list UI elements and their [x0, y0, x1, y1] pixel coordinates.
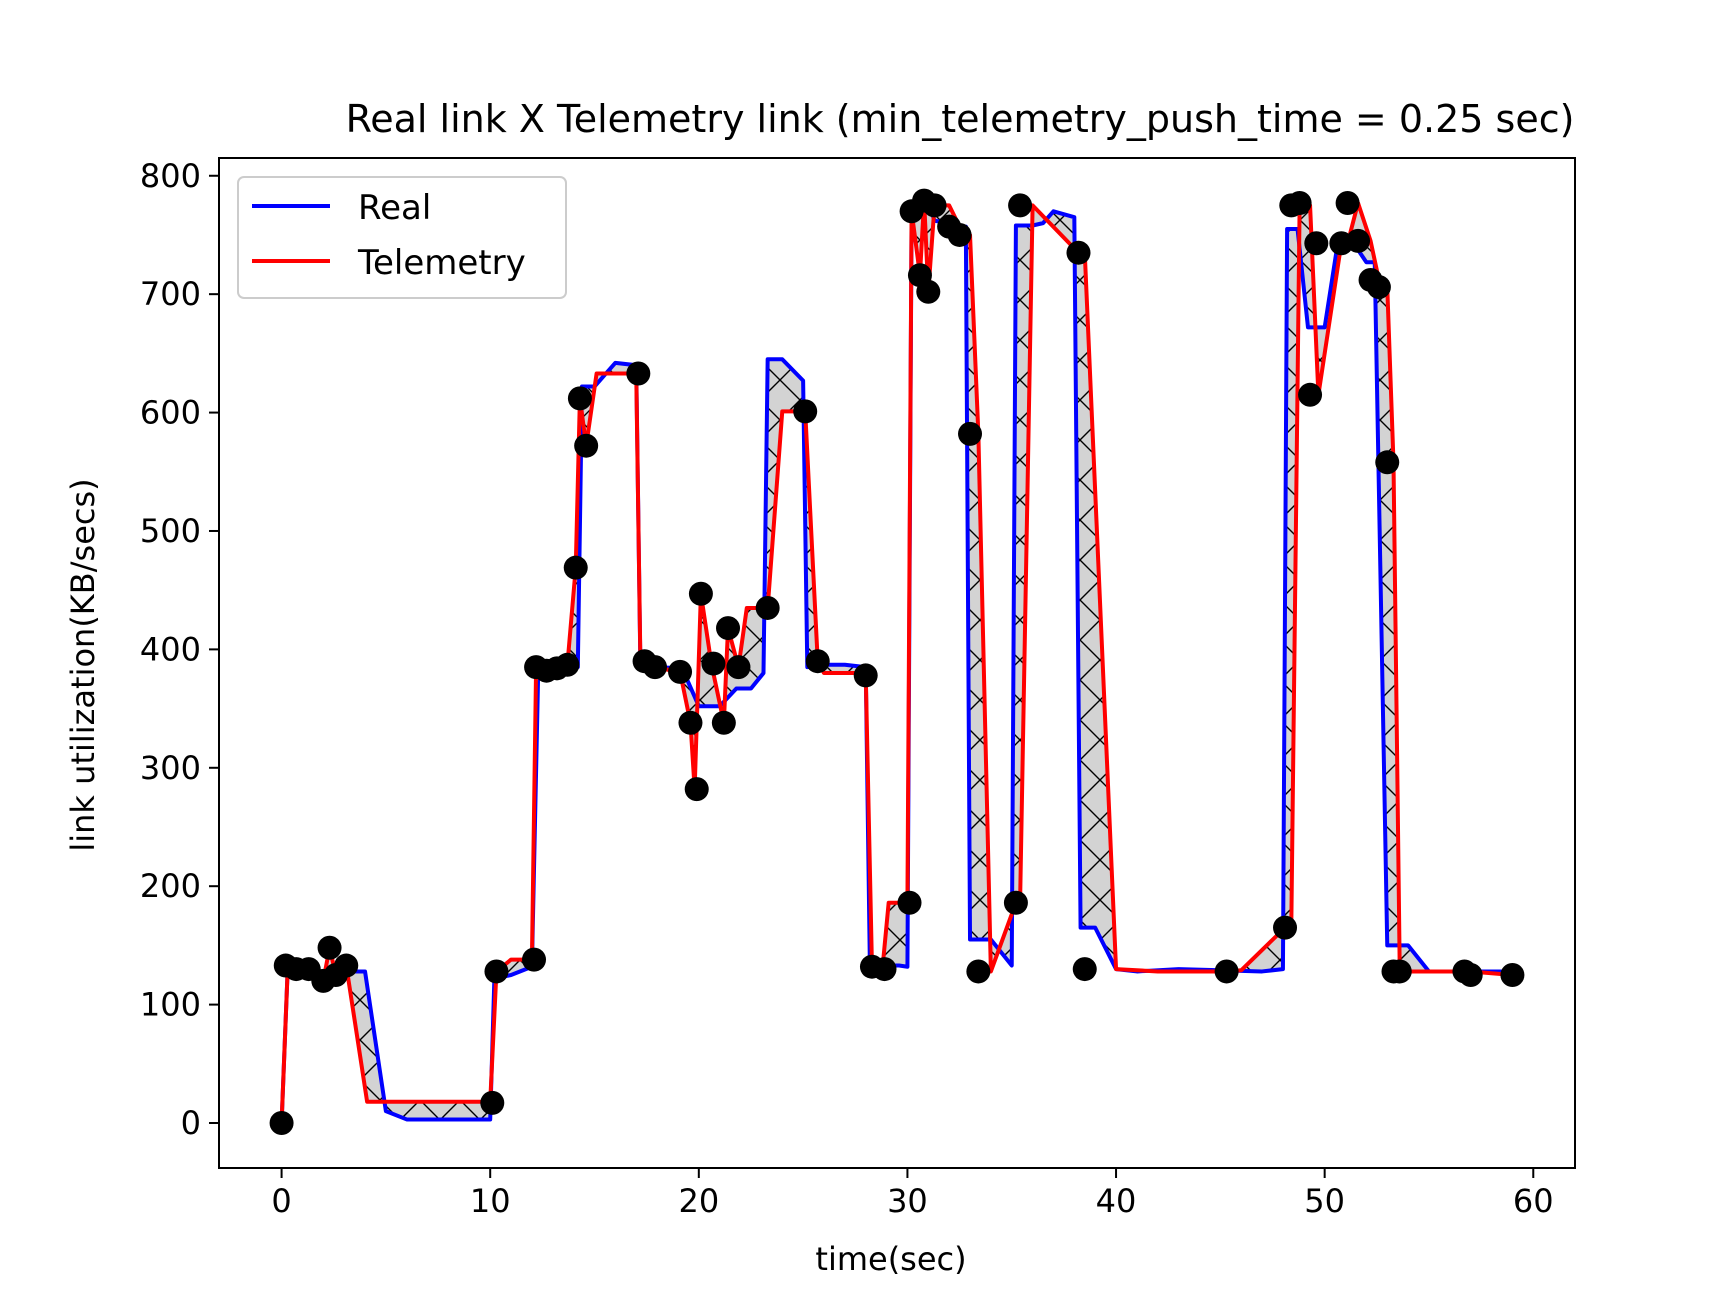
telemetry-point — [684, 777, 709, 802]
telemetry-point — [484, 959, 509, 984]
telemetry-point — [916, 279, 941, 304]
telemetry-point — [805, 649, 830, 674]
plot-frame — [218, 157, 1576, 1169]
telemetry-point — [563, 555, 588, 580]
x-tick-label: 60 — [1513, 1182, 1554, 1220]
x-tick-label: 0 — [271, 1182, 291, 1220]
telemetry-point — [1287, 190, 1312, 215]
telemetry-point — [1214, 959, 1239, 984]
x-axis: 0 10 20 30 40 50 60 — [271, 1168, 1554, 1220]
y-tick-label: 0 — [181, 1104, 201, 1142]
x-tick-label: 40 — [1096, 1182, 1137, 1220]
telemetry-point — [574, 433, 599, 458]
x-tick-label: 50 — [1304, 1182, 1345, 1220]
plot-area — [269, 188, 1525, 1136]
y-tick-label: 300 — [140, 749, 201, 787]
telemetry-point — [668, 659, 693, 684]
legend-label-telemetry: Telemetry — [357, 243, 526, 283]
telemetry-point — [555, 652, 580, 677]
telemetry-point — [1298, 382, 1323, 407]
telemetry-point — [701, 651, 726, 676]
telemetry-point — [755, 595, 780, 620]
y-tick-label: 700 — [140, 275, 201, 313]
series-line-real — [279, 200, 1513, 1124]
y-tick-label: 200 — [140, 867, 201, 905]
x-tick-label: 10 — [470, 1182, 511, 1220]
telemetry-point — [1072, 957, 1097, 982]
y-axis: 0 100 200 300 400 500 600 700 800 — [140, 157, 219, 1142]
telemetry-point — [958, 421, 983, 446]
y-tick-label: 800 — [140, 157, 201, 195]
telemetry-point — [626, 361, 651, 386]
telemetry-point — [317, 935, 342, 960]
telemetry-point — [480, 1090, 505, 1115]
telemetry-point — [1335, 190, 1360, 215]
telemetry-point — [678, 710, 703, 735]
telemetry-point — [716, 616, 741, 641]
telemetry-point — [711, 710, 736, 735]
telemetry-point — [726, 655, 751, 680]
x-tick-label: 20 — [678, 1182, 719, 1220]
telemetry-point — [643, 655, 668, 680]
y-tick-label: 400 — [140, 630, 201, 668]
telemetry-point — [567, 386, 592, 411]
series-lines — [279, 198, 1513, 1124]
telemetry-point — [966, 959, 991, 984]
telemetry-point — [1273, 915, 1298, 940]
chart-title: Real link X Telemetry link (min_telemetr… — [346, 97, 1575, 141]
y-axis-label: link utilization(KB/secs) — [64, 478, 102, 851]
telemetry-point — [947, 222, 972, 247]
y-tick-label: 100 — [140, 986, 201, 1024]
telemetry-point — [269, 1111, 294, 1136]
telemetry-point — [522, 947, 547, 972]
telemetry-point — [688, 581, 713, 606]
telemetry-point — [1346, 228, 1371, 253]
telemetry-point — [922, 193, 947, 218]
telemetry-point — [897, 890, 922, 915]
x-tick-label: 30 — [887, 1182, 928, 1220]
telemetry-point — [334, 953, 359, 978]
telemetry-point — [1066, 240, 1091, 265]
y-tick-label: 500 — [140, 512, 201, 550]
telemetry-point — [1500, 962, 1525, 987]
telemetry-point — [1387, 959, 1412, 984]
telemetry-point — [853, 663, 878, 688]
telemetry-point — [1375, 450, 1400, 475]
x-axis-label: time(sec) — [815, 1240, 966, 1278]
telemetry-point — [1304, 231, 1329, 256]
telemetry-point — [1458, 962, 1483, 987]
legend: Real Telemetry — [237, 176, 567, 299]
series-line-telemetry — [279, 198, 1513, 1124]
telemetry-markers — [269, 188, 1525, 1136]
legend-label-real: Real — [358, 188, 431, 228]
telemetry-point — [1366, 275, 1391, 300]
telemetry-point — [872, 957, 897, 982]
telemetry-point — [1003, 890, 1028, 915]
telemetry-point — [793, 399, 818, 424]
y-tick-label: 600 — [140, 394, 201, 432]
telemetry-point — [1008, 193, 1033, 218]
